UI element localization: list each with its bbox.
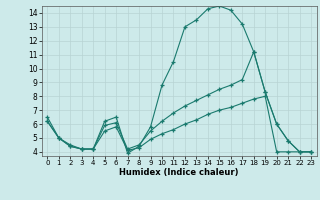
X-axis label: Humidex (Indice chaleur): Humidex (Indice chaleur) xyxy=(119,168,239,177)
